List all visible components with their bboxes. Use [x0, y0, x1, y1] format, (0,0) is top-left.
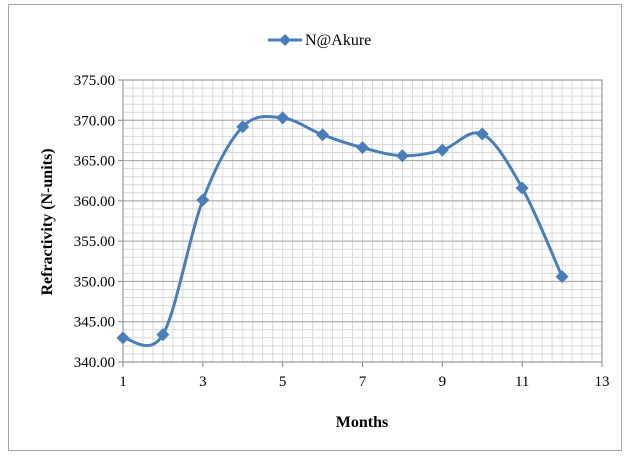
series-line: [122, 114, 564, 348]
x-tick-label: 3: [199, 374, 207, 390]
series-group: [116, 111, 569, 348]
y-tick-label: 355.00: [74, 234, 115, 250]
data-point-marker: [276, 111, 290, 125]
data-point-marker: [555, 270, 569, 284]
data-point-marker: [316, 128, 330, 142]
y-tick-label: 360.00: [74, 194, 115, 210]
x-tick-label: 7: [359, 374, 367, 390]
x-tick-label: 13: [595, 374, 610, 390]
legend-label: N@Akure: [305, 32, 371, 49]
data-point-marker: [475, 127, 489, 141]
x-tick-label: 5: [279, 374, 287, 390]
y-tick-label: 345.00: [74, 315, 115, 331]
data-point-marker: [395, 149, 409, 163]
y-tick-label: 350.00: [74, 274, 115, 290]
data-point-marker: [116, 331, 130, 345]
data-point-marker: [236, 120, 250, 134]
data-point-marker: [156, 328, 170, 342]
x-tick-labels: 1 3 5 7 9 11 13: [119, 362, 610, 390]
chart-grid: [122, 79, 603, 363]
y-tick-label: 375.00: [74, 73, 115, 89]
data-point-marker: [356, 141, 369, 155]
y-tick-label: 370.00: [74, 113, 115, 129]
x-tick-label: 9: [439, 374, 447, 390]
x-tick-label: 11: [515, 374, 529, 390]
y-axis-title: Refractivity (N-units): [39, 148, 56, 295]
chart-frame: [8, 4, 622, 451]
x-axis-title: Months: [336, 414, 388, 431]
y-tick-label: 365.00: [74, 154, 115, 170]
data-point-marker: [515, 181, 529, 195]
x-tick-label: 1: [119, 374, 127, 390]
data-point-marker: [435, 143, 449, 157]
data-point-marker: [196, 193, 210, 207]
y-tick-label: 340.00: [74, 355, 115, 371]
y-tick-labels: 340.00 345.00 350.00 355.00 360.00 365.00 370.…: [74, 73, 123, 371]
legend: N@Akure: [268, 32, 371, 49]
legend-marker: [279, 34, 291, 46]
